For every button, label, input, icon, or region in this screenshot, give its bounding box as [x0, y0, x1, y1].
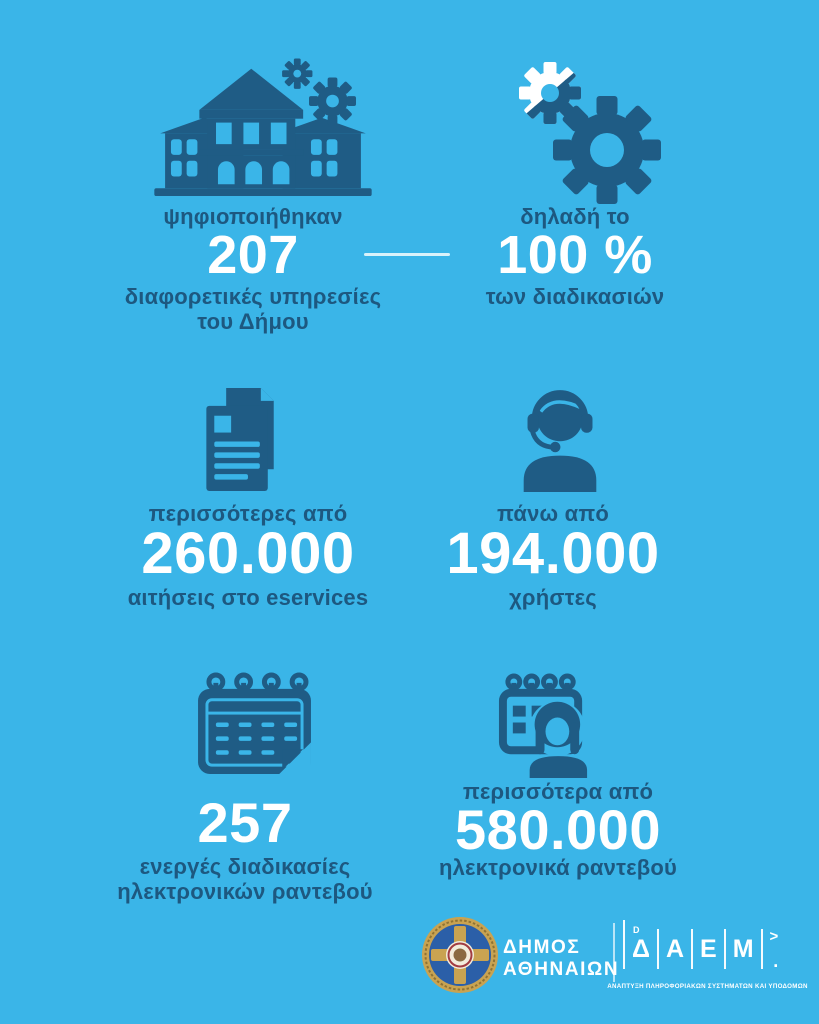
- municipality-name: ΔΗΜΟΣ ΑΘΗΝΑΙΩΝ: [503, 937, 619, 982]
- stat-label-line1: χρήστες: [509, 585, 597, 610]
- documents-icon: [206, 387, 274, 492]
- divider-line: [364, 253, 450, 256]
- stat-pre-label: ψηφιοποιήθηκαν: [163, 204, 343, 229]
- stat-value: 257: [197, 791, 293, 854]
- support-agent-icon: [523, 390, 597, 492]
- stat-label-line2: του Δήμου: [197, 309, 309, 334]
- stat-label-line1: των διαδικασιών: [485, 284, 665, 309]
- stat-value: 194.000: [446, 521, 660, 586]
- daem-bar: [656, 929, 659, 969]
- stat-pre-label: δηλαδή το: [520, 204, 630, 229]
- athens-municipality-emblem: [422, 917, 498, 993]
- calendar-person-icon: [498, 673, 588, 778]
- daem-letter: Μ: [732, 934, 754, 963]
- daem-suffix: > .: [769, 928, 779, 971]
- calendar-icon: [198, 672, 311, 775]
- daem-bar: [760, 929, 763, 969]
- stat-pre-label: περισσότερα από: [462, 779, 654, 804]
- daem-letter-group: D Δ: [632, 925, 650, 963]
- daem-superscript: D: [633, 924, 640, 935]
- stat-value: 100 %: [497, 225, 653, 285]
- footer-divider: [613, 923, 615, 982]
- gears-icon: [519, 62, 661, 204]
- stat-pre-label: πάνω από: [496, 501, 610, 526]
- stat-value: 580.000: [455, 798, 661, 861]
- daem-bar: [723, 929, 726, 969]
- daem-chevron: >: [769, 928, 779, 945]
- stat-label-line1: διαφορετικές υπηρεσίες: [124, 284, 382, 309]
- daem-letter: Δ: [632, 934, 650, 963]
- stat-label-line1: ηλεκτρονικά ραντεβού: [438, 855, 678, 880]
- daem-letter: Ε: [700, 934, 717, 963]
- stat-pre-label: περισσότερες από: [148, 501, 348, 526]
- municipality-name-line2: ΑΘΗΝΑΙΩΝ: [503, 959, 620, 981]
- daem-dot: .: [773, 950, 779, 971]
- stat-value: 207: [207, 225, 299, 285]
- city-hall-gears-icon: [154, 58, 372, 197]
- daem-bar: [623, 920, 625, 969]
- stat-value: 260.000: [141, 521, 355, 586]
- stat-label-line1: αιτήσεις στο eservices: [127, 585, 369, 610]
- daem-tagline: ΑΝΑΠΤΥΞΗ ΠΛΗΡΟΦΟΡΙΑΚΩΝ ΣΥΣΤΗΜΑΤΩΝ ΚΑΙ ΥΠ…: [607, 983, 808, 990]
- daem-logo: D Δ Α Ε Μ > .: [623, 920, 779, 971]
- stat-label-line2: ηλεκτρονικών ραντεβού: [117, 879, 373, 904]
- stat-label-line1: ενεργές διαδικασίες: [139, 854, 351, 879]
- daem-bar: [691, 929, 694, 969]
- daem-letter: Α: [665, 934, 685, 963]
- municipality-name-line1: ΔΗΜΟΣ: [503, 937, 581, 958]
